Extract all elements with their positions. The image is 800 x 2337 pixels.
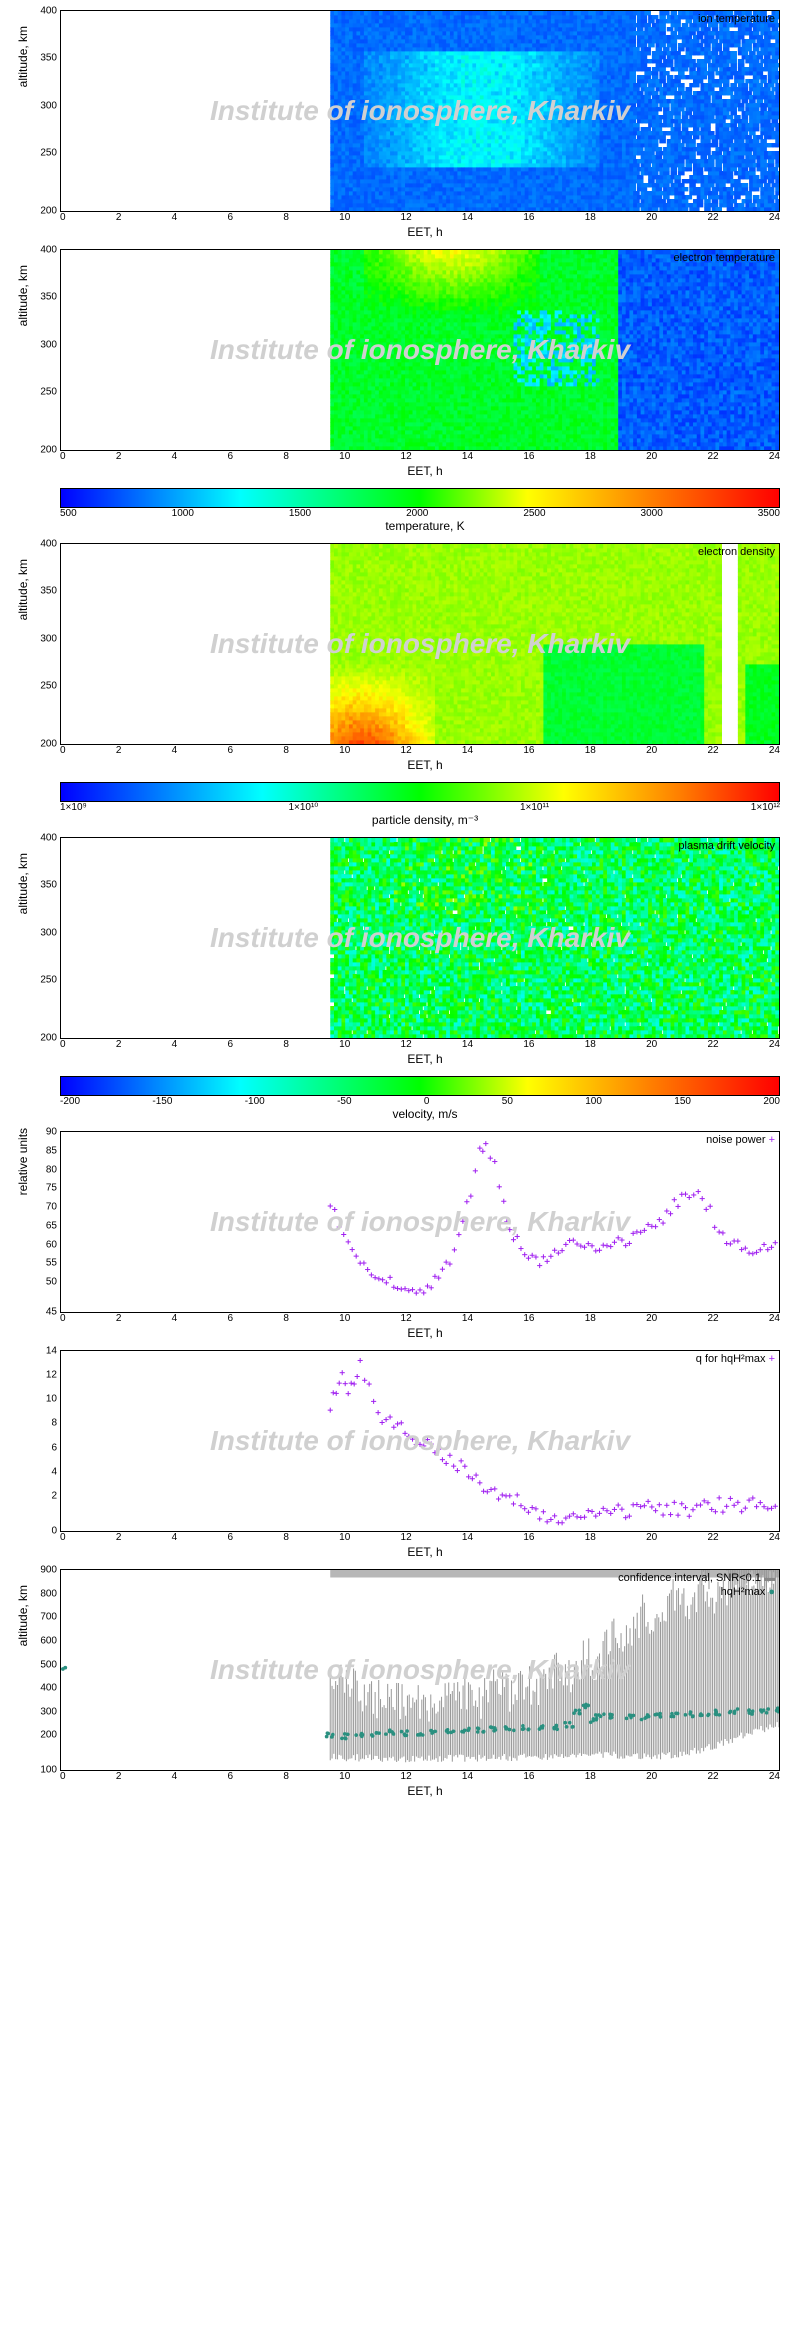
legend-conf2: hqH²max ●	[721, 1586, 775, 1598]
legend-q: q for hqH²max +	[696, 1353, 775, 1365]
title-ion-temp: ion temperature	[698, 13, 775, 25]
title-elec-dens: electron density	[698, 546, 775, 558]
ylabel-alt: altitude, km	[16, 559, 30, 620]
panel-confidence: confidence interval, SNR<0.1 ▬ hqH²max ●…	[10, 1569, 790, 1798]
colorbar-density	[60, 782, 780, 802]
xlabel: EET, h	[60, 758, 790, 772]
xlabel: EET, h	[60, 225, 790, 239]
panel-ion-temperature: ion temperature Institute of ionosphere,…	[10, 10, 790, 239]
xticks: 024681012141618202224	[60, 1771, 780, 1782]
colorbar-ticks: 1×10⁹1×10¹⁰1×10¹¹1×10¹²	[60, 802, 780, 813]
heatmap-ion-temp	[61, 11, 779, 211]
xticks: 024681012141618202224	[60, 1039, 780, 1050]
colorbar-temperature	[60, 488, 780, 508]
yticks: 90858075706560555045	[31, 1132, 57, 1312]
heatmap-elec-dens	[61, 544, 779, 744]
plot-conf-svg	[61, 1570, 779, 1770]
colorbar-ticks: -200-150-100-50050100150200	[60, 1096, 780, 1107]
yticks: 400350300250200	[31, 250, 57, 450]
title-elec-temp: electron temperature	[674, 252, 776, 264]
title-drift: plasma drift velocity	[678, 840, 775, 852]
heatmap-elec-temp	[61, 250, 779, 450]
scatter-noise	[61, 1132, 779, 1312]
xlabel: EET, h	[60, 1545, 790, 1559]
xlabel: EET, h	[60, 1784, 790, 1798]
yticks: 400350300250200	[31, 544, 57, 744]
xticks: 024681012141618202224	[60, 451, 780, 462]
legend-noise: noise power +	[706, 1134, 775, 1146]
ylabel-conf: altitude, km	[16, 1585, 30, 1646]
yticks: 400350300250200	[31, 11, 57, 211]
colorbar-label: particle density, m⁻³	[60, 813, 790, 827]
yticks: 14121086420	[31, 1351, 57, 1531]
heatmap-drift	[61, 838, 779, 1038]
ylabel-alt: altitude, km	[16, 26, 30, 87]
xlabel: EET, h	[60, 1326, 790, 1340]
plot-noise: noise power + Institute of ionosphere, K…	[60, 1131, 780, 1313]
plot-conf: confidence interval, SNR<0.1 ▬ hqH²max ●…	[60, 1569, 780, 1771]
ylabel-alt: altitude, km	[16, 265, 30, 326]
plot-drift: plasma drift velocity Institute of ionos…	[60, 837, 780, 1039]
plot-q: q for hqH²max + Institute of ionosphere,…	[60, 1350, 780, 1532]
panel-drift-velocity: plasma drift velocity Institute of ionos…	[10, 837, 790, 1121]
yticks: 900800700600500400300200100	[31, 1570, 57, 1770]
plot-elec-temp: electron temperature Institute of ionosp…	[60, 249, 780, 451]
plot-ion-temp: ion temperature Institute of ionosphere,…	[60, 10, 780, 212]
ylabel-alt: altitude, km	[16, 853, 30, 914]
xlabel: EET, h	[60, 1052, 790, 1066]
plot-elec-dens: electron density Institute of ionosphere…	[60, 543, 780, 745]
legend-conf1: confidence interval, SNR<0.1 ▬	[618, 1572, 775, 1584]
panel-noise-power: noise power + Institute of ionosphere, K…	[10, 1131, 790, 1340]
colorbar-label: temperature, K	[60, 519, 790, 533]
colorbar-velocity	[60, 1076, 780, 1096]
xticks: 024681012141618202224	[60, 1313, 780, 1324]
yticks: 400350300250200	[31, 838, 57, 1038]
xticks: 024681012141618202224	[60, 212, 780, 223]
ylabel-noise: relative units	[16, 1128, 30, 1195]
panel-electron-temperature: electron temperature Institute of ionosp…	[10, 249, 790, 533]
scatter-q	[61, 1351, 779, 1531]
colorbar-ticks: 500100015002000250030003500	[60, 508, 780, 519]
colorbar-label: velocity, m/s	[60, 1107, 790, 1121]
panel-electron-density: electron density Institute of ionosphere…	[10, 543, 790, 827]
xticks: 024681012141618202224	[60, 1532, 780, 1543]
xlabel: EET, h	[60, 464, 790, 478]
xticks: 024681012141618202224	[60, 745, 780, 756]
panel-q: q for hqH²max + Institute of ionosphere,…	[10, 1350, 790, 1559]
